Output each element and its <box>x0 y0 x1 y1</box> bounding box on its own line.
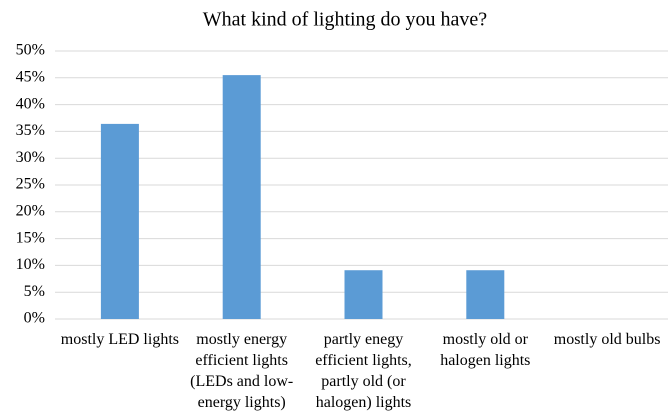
y-tick-label: 15% <box>16 229 45 246</box>
y-tick-label: 0% <box>24 310 45 327</box>
y-tick-label: 45% <box>16 68 45 85</box>
y-tick-label: 35% <box>16 122 45 139</box>
bar <box>344 270 383 319</box>
x-tick-label: mostly old or halogen lights <box>440 331 531 369</box>
y-tick-label: 30% <box>16 149 45 166</box>
x-tick-label: partly enegy efficient lights, partly ol… <box>315 331 412 411</box>
x-tick-label: mostly LED lights <box>60 331 179 348</box>
y-tick-label: 5% <box>24 283 45 300</box>
x-tick-label: mostly energy efficient lights (LEDs and… <box>190 331 294 411</box>
y-tick-label: 20% <box>16 202 45 219</box>
bar <box>100 123 139 320</box>
y-tick-label: 25% <box>16 176 45 193</box>
y-tick-label: 40% <box>16 95 45 112</box>
y-tick-label: 10% <box>16 256 45 273</box>
chart-title: What kind of lighting do you have? <box>203 9 488 31</box>
bar <box>466 270 505 319</box>
bar <box>222 75 261 320</box>
x-tick-label: mostly old bulbs <box>553 331 661 348</box>
y-tick-label: 50% <box>16 42 45 59</box>
